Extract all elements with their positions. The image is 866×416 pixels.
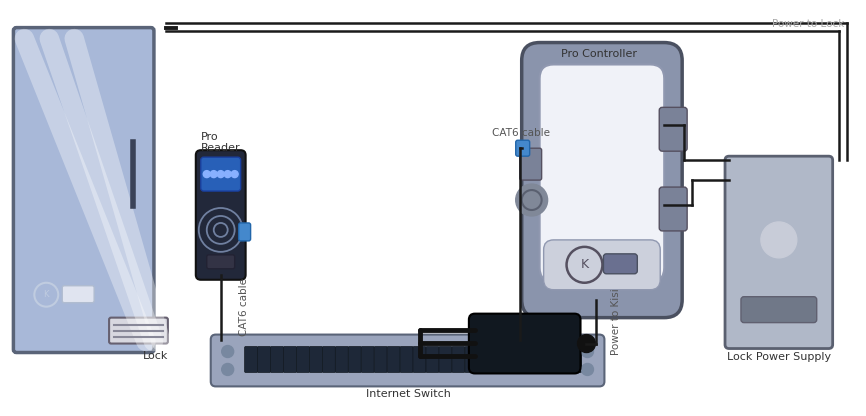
FancyBboxPatch shape bbox=[452, 347, 465, 372]
FancyBboxPatch shape bbox=[109, 318, 168, 344]
FancyBboxPatch shape bbox=[569, 347, 581, 372]
FancyBboxPatch shape bbox=[62, 286, 94, 303]
FancyBboxPatch shape bbox=[400, 347, 413, 372]
FancyBboxPatch shape bbox=[244, 347, 257, 372]
Circle shape bbox=[581, 346, 593, 357]
FancyBboxPatch shape bbox=[210, 334, 604, 386]
FancyBboxPatch shape bbox=[556, 347, 569, 372]
FancyBboxPatch shape bbox=[196, 150, 246, 280]
Text: Power to Lock: Power to Lock bbox=[772, 19, 844, 29]
FancyBboxPatch shape bbox=[491, 347, 504, 372]
Text: K: K bbox=[43, 290, 49, 299]
FancyBboxPatch shape bbox=[540, 64, 664, 282]
FancyBboxPatch shape bbox=[348, 347, 361, 372]
Text: Lock: Lock bbox=[143, 352, 169, 362]
FancyBboxPatch shape bbox=[543, 347, 556, 372]
FancyBboxPatch shape bbox=[335, 347, 348, 372]
FancyBboxPatch shape bbox=[257, 347, 270, 372]
Circle shape bbox=[581, 364, 593, 375]
FancyBboxPatch shape bbox=[322, 347, 335, 372]
FancyBboxPatch shape bbox=[283, 347, 296, 372]
FancyBboxPatch shape bbox=[387, 347, 400, 372]
FancyBboxPatch shape bbox=[201, 157, 241, 191]
Text: Power to Kisi: Power to Kisi bbox=[611, 288, 622, 355]
Text: K: K bbox=[580, 258, 589, 271]
Circle shape bbox=[222, 364, 234, 375]
FancyBboxPatch shape bbox=[207, 255, 235, 269]
FancyBboxPatch shape bbox=[439, 347, 452, 372]
Circle shape bbox=[516, 184, 547, 216]
Circle shape bbox=[204, 171, 210, 178]
Circle shape bbox=[224, 171, 231, 178]
FancyBboxPatch shape bbox=[270, 347, 283, 372]
Circle shape bbox=[217, 171, 224, 178]
FancyBboxPatch shape bbox=[504, 347, 517, 372]
Circle shape bbox=[761, 222, 797, 258]
Circle shape bbox=[231, 171, 238, 178]
Circle shape bbox=[578, 334, 596, 352]
FancyBboxPatch shape bbox=[520, 148, 541, 180]
FancyBboxPatch shape bbox=[478, 347, 491, 372]
FancyBboxPatch shape bbox=[469, 314, 580, 374]
Text: Internet Switch: Internet Switch bbox=[365, 389, 450, 399]
FancyBboxPatch shape bbox=[544, 240, 660, 290]
FancyBboxPatch shape bbox=[725, 156, 833, 349]
FancyBboxPatch shape bbox=[604, 254, 637, 274]
FancyBboxPatch shape bbox=[374, 347, 387, 372]
Text: Lock Power Supply: Lock Power Supply bbox=[727, 352, 830, 362]
FancyBboxPatch shape bbox=[659, 107, 687, 151]
FancyBboxPatch shape bbox=[361, 347, 374, 372]
FancyBboxPatch shape bbox=[530, 347, 543, 372]
FancyBboxPatch shape bbox=[239, 223, 250, 241]
Text: CAT6 cable: CAT6 cable bbox=[492, 128, 550, 138]
Circle shape bbox=[222, 346, 234, 357]
FancyBboxPatch shape bbox=[309, 347, 322, 372]
FancyBboxPatch shape bbox=[659, 187, 687, 231]
FancyBboxPatch shape bbox=[413, 347, 426, 372]
FancyBboxPatch shape bbox=[13, 27, 154, 352]
FancyBboxPatch shape bbox=[741, 297, 817, 323]
FancyBboxPatch shape bbox=[517, 347, 530, 372]
FancyBboxPatch shape bbox=[426, 347, 439, 372]
FancyBboxPatch shape bbox=[521, 42, 682, 318]
Circle shape bbox=[210, 171, 217, 178]
Text: CAT6 cable: CAT6 cable bbox=[239, 277, 249, 336]
FancyBboxPatch shape bbox=[465, 347, 478, 372]
Text: Pro Controller: Pro Controller bbox=[561, 49, 637, 59]
Text: Pro
Reader: Pro Reader bbox=[201, 131, 241, 153]
FancyBboxPatch shape bbox=[296, 347, 309, 372]
FancyBboxPatch shape bbox=[516, 140, 530, 156]
